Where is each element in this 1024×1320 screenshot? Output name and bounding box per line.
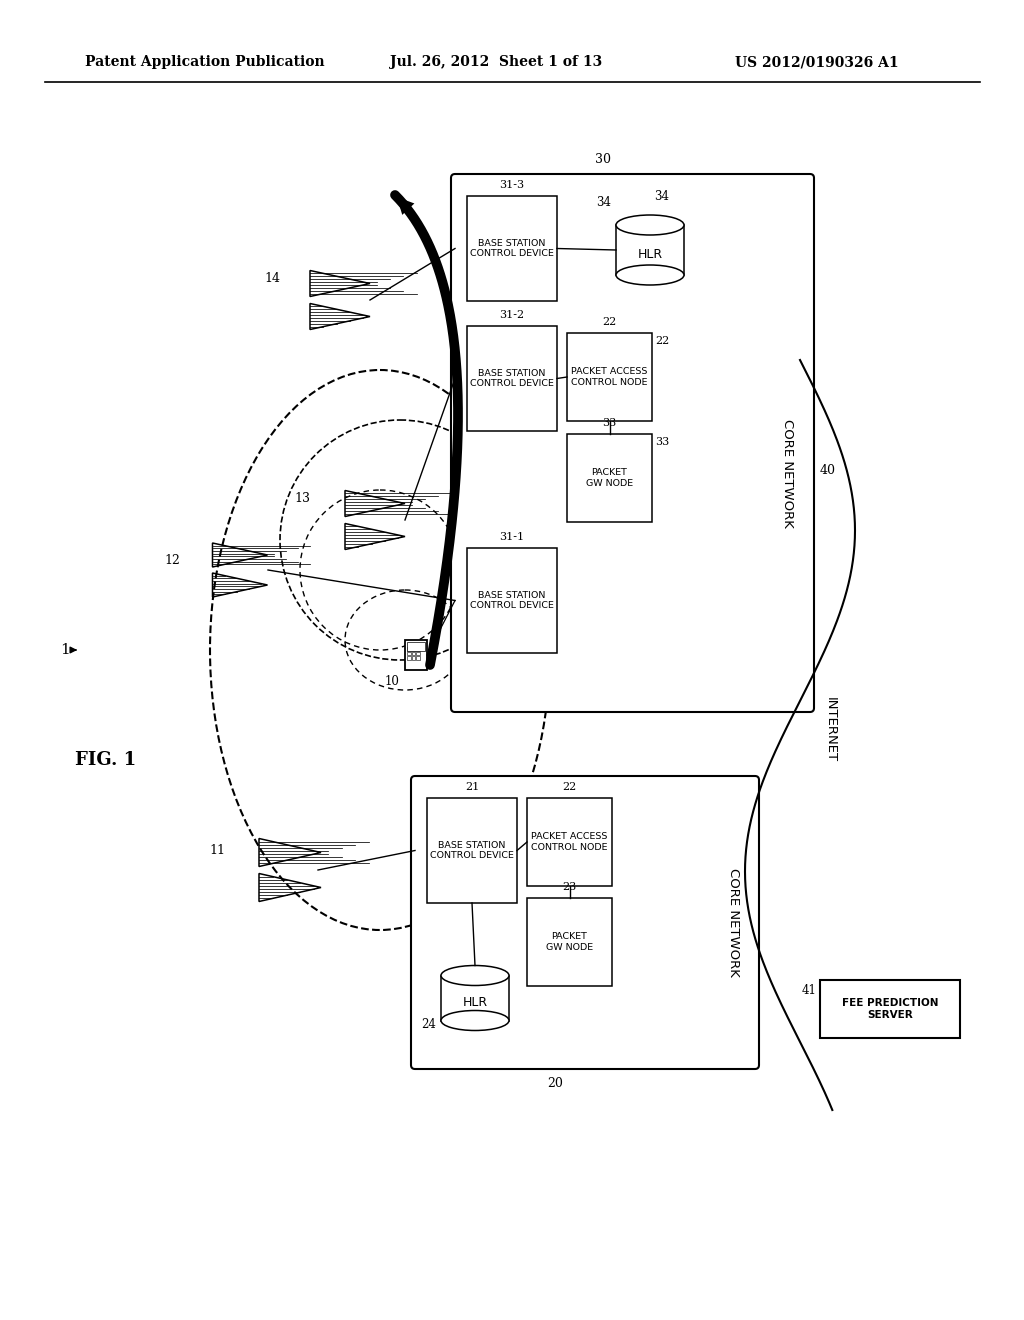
- Text: 14: 14: [264, 272, 280, 285]
- Text: BASE STATION
CONTROL DEVICE: BASE STATION CONTROL DEVICE: [470, 368, 554, 388]
- FancyBboxPatch shape: [416, 647, 420, 651]
- Text: 33: 33: [602, 418, 616, 428]
- FancyBboxPatch shape: [527, 799, 612, 886]
- Text: HLR: HLR: [637, 248, 663, 261]
- Ellipse shape: [616, 215, 684, 235]
- FancyBboxPatch shape: [451, 174, 814, 711]
- FancyBboxPatch shape: [407, 647, 411, 651]
- Text: 30: 30: [595, 153, 610, 166]
- Text: 33: 33: [655, 437, 670, 447]
- Text: 21: 21: [465, 781, 479, 792]
- FancyBboxPatch shape: [427, 799, 517, 903]
- Text: 10: 10: [385, 675, 400, 688]
- Text: 13: 13: [294, 491, 310, 504]
- FancyBboxPatch shape: [820, 979, 961, 1038]
- FancyBboxPatch shape: [441, 975, 509, 1020]
- Text: 31-3: 31-3: [500, 180, 524, 190]
- FancyBboxPatch shape: [527, 898, 612, 986]
- FancyBboxPatch shape: [416, 652, 420, 655]
- Ellipse shape: [441, 965, 509, 986]
- Text: FIG. 1: FIG. 1: [75, 751, 136, 770]
- Text: 24: 24: [421, 1018, 436, 1031]
- Text: BASE STATION
CONTROL DEVICE: BASE STATION CONTROL DEVICE: [470, 591, 554, 610]
- FancyBboxPatch shape: [407, 656, 411, 660]
- Text: Patent Application Publication: Patent Application Publication: [85, 55, 325, 69]
- Text: BASE STATION
CONTROL DEVICE: BASE STATION CONTROL DEVICE: [430, 841, 514, 861]
- Text: 41: 41: [801, 983, 816, 997]
- Text: 34: 34: [596, 195, 611, 209]
- Text: 20: 20: [547, 1077, 563, 1090]
- Ellipse shape: [441, 1011, 509, 1031]
- Text: 34: 34: [654, 190, 669, 203]
- Text: BASE STATION
CONTROL DEVICE: BASE STATION CONTROL DEVICE: [470, 239, 554, 259]
- Ellipse shape: [616, 265, 684, 285]
- Text: 1: 1: [60, 643, 70, 657]
- Text: 22: 22: [655, 337, 670, 346]
- Text: 22: 22: [602, 317, 616, 327]
- FancyBboxPatch shape: [407, 642, 425, 651]
- Text: 31-1: 31-1: [500, 532, 524, 543]
- Text: PACKET
GW NODE: PACKET GW NODE: [546, 932, 593, 952]
- FancyBboxPatch shape: [407, 652, 411, 655]
- FancyBboxPatch shape: [412, 652, 415, 655]
- FancyBboxPatch shape: [567, 434, 652, 521]
- Text: 23: 23: [562, 882, 577, 892]
- Text: US 2012/0190326 A1: US 2012/0190326 A1: [735, 55, 899, 69]
- Text: 31-2: 31-2: [500, 310, 524, 319]
- FancyBboxPatch shape: [616, 224, 684, 275]
- Text: Jul. 26, 2012  Sheet 1 of 13: Jul. 26, 2012 Sheet 1 of 13: [390, 55, 602, 69]
- Text: CORE NETWORK: CORE NETWORK: [781, 418, 795, 528]
- Text: INTERNET: INTERNET: [823, 697, 837, 763]
- FancyBboxPatch shape: [467, 326, 557, 432]
- Text: CORE NETWORK: CORE NETWORK: [726, 869, 739, 977]
- Text: 12: 12: [164, 553, 180, 566]
- Text: HLR: HLR: [463, 997, 487, 1010]
- Text: PACKET ACCESS
CONTROL NODE: PACKET ACCESS CONTROL NODE: [571, 367, 648, 387]
- Text: 11: 11: [209, 843, 225, 857]
- FancyBboxPatch shape: [412, 656, 415, 660]
- Text: 40: 40: [820, 463, 836, 477]
- FancyBboxPatch shape: [567, 333, 652, 421]
- Text: FEE PREDICTION
SERVER: FEE PREDICTION SERVER: [842, 998, 938, 1020]
- Text: 22: 22: [562, 781, 577, 792]
- FancyBboxPatch shape: [467, 195, 557, 301]
- Text: PACKET
GW NODE: PACKET GW NODE: [586, 469, 633, 487]
- FancyBboxPatch shape: [416, 656, 420, 660]
- FancyBboxPatch shape: [412, 647, 415, 651]
- FancyBboxPatch shape: [411, 776, 759, 1069]
- FancyBboxPatch shape: [406, 640, 427, 671]
- FancyBboxPatch shape: [467, 548, 557, 653]
- Text: PACKET ACCESS
CONTROL NODE: PACKET ACCESS CONTROL NODE: [531, 833, 608, 851]
